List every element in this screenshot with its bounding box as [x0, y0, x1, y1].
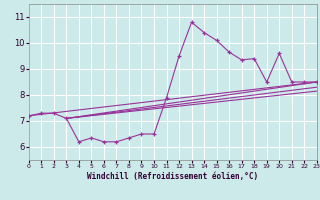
X-axis label: Windchill (Refroidissement éolien,°C): Windchill (Refroidissement éolien,°C): [87, 172, 258, 181]
